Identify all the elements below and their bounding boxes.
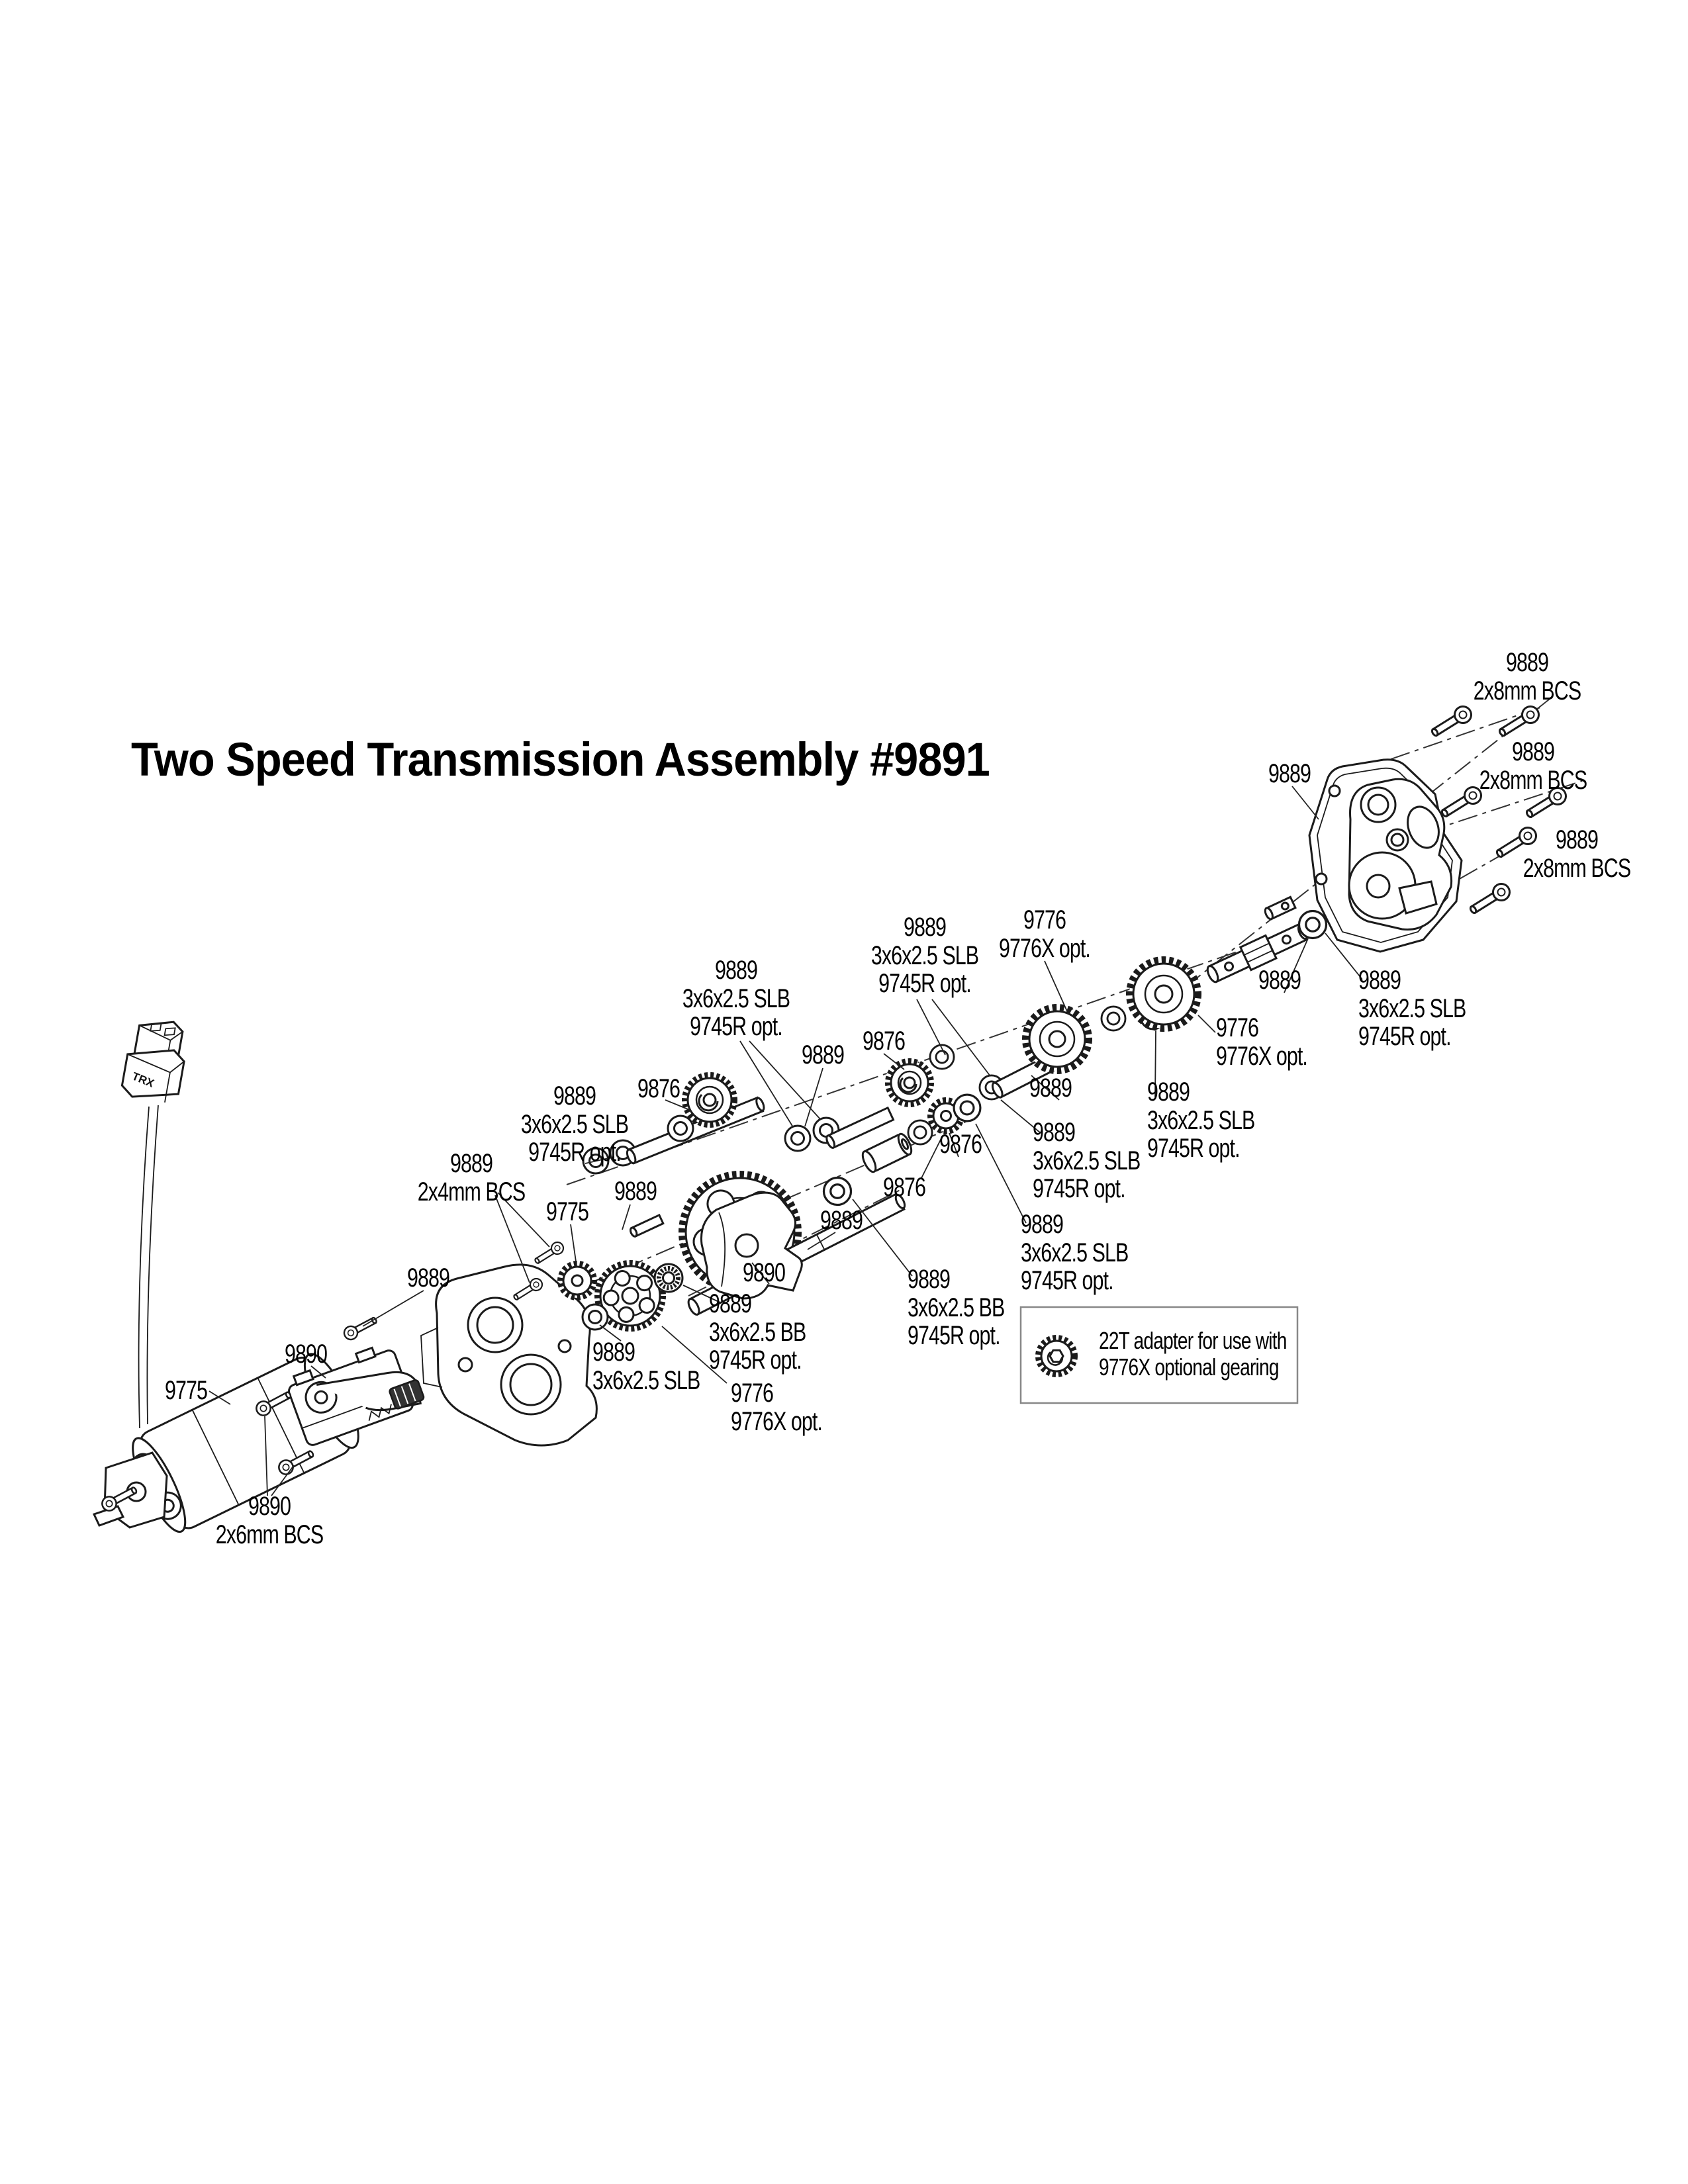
part-label-bb-left: 9889 3x6x2.5 BB 9745R opt. (709, 1289, 806, 1375)
clutch-gear-9876-b (885, 1058, 934, 1107)
motor-wire (138, 1105, 159, 1429)
leader-lines (209, 786, 1363, 1496)
part-label-gear-9776-top: 9776 9776X opt. (999, 905, 1091, 963)
part-label-screw-2x8-mid: 9889 2x8mm BCS (1479, 737, 1587, 795)
part-label-servo-9890: 9890 (285, 1340, 328, 1369)
pinion-gear-9775 (557, 1261, 597, 1300)
shift-gear-9776 (594, 1260, 666, 1332)
part-label-shaft-9889: 9889 (614, 1177, 657, 1206)
part-label-slb-upper-mid: 9889 3x6x2.5 SLB 9745R opt. (870, 913, 979, 998)
inset-22t-gear-icon (1035, 1335, 1078, 1377)
part-label-slb-low-right: 9889 3x6x2.5 SLB 9745R opt. (1021, 1210, 1129, 1295)
part-label-gear-9776-right: 9776 9776X opt. (1216, 1013, 1308, 1071)
part-label-screw-2x8-bottom: 9889 2x8mm BCS (1523, 825, 1631, 883)
part-label-shaft-9889-b: 9889 (820, 1206, 863, 1235)
bearing-icon (581, 1303, 609, 1331)
shift-hub (861, 1132, 913, 1173)
pinion-shaft (629, 1213, 665, 1238)
part-label-screw-9889: 9889 (407, 1263, 450, 1293)
part-label-screw-2x6: 9890 2x6mm BCS (215, 1492, 324, 1549)
shift-yoke-9890 (700, 1191, 803, 1300)
inset-box (1019, 1306, 1299, 1404)
part-label-gear-9876-b: 9876 (637, 1074, 680, 1103)
part-label-bearing-9889-a: 9889 (802, 1040, 845, 1069)
part-label-pinion-9775: 9775 (546, 1197, 589, 1226)
gear-40t-9776 (1126, 956, 1201, 1032)
part-label-gear-9776-bottom: 9776 9776X opt. (731, 1379, 823, 1436)
part-label-screw-2x4: 9889 2x4mm BCS (417, 1149, 526, 1206)
part-label-slb-mid-low: 9889 3x6x2.5 SLB 9745R opt. (1033, 1118, 1141, 1203)
part-label-bearing-9889-c: 9889 (1029, 1073, 1072, 1103)
servo-screw-icon (341, 1312, 380, 1343)
inset-text-line2: 9776X optional gearing (1099, 1353, 1279, 1381)
gear-36t-9776 (1022, 1004, 1092, 1074)
bearing-icon (784, 1124, 812, 1152)
small-gear-9876-c (927, 1097, 964, 1134)
bearing-icon (667, 1115, 694, 1142)
part-label-motor-9775: 9775 (165, 1376, 208, 1405)
part-label-screw-2x8-top: 9889 2x8mm BCS (1473, 648, 1581, 705)
part-label-gear-9876-c: 9876 (939, 1130, 982, 1159)
part-label-gear-9876-a: 9876 (863, 1026, 906, 1056)
part-label-slb-right: 9889 3x6x2.5 SLB 9745R opt. (1358, 966, 1466, 1051)
input-shaft-b (825, 1106, 895, 1150)
part-label-slb-upper-left: 9889 3x6x2.5 SLB 9745R opt. (682, 956, 790, 1041)
part-label-gear-9876-d: 9876 (883, 1173, 926, 1202)
shift-servo (288, 1346, 425, 1446)
bearing-icon (1100, 1005, 1127, 1032)
part-label-bb-right: 9889 3x6x2.5 BB 9745R opt. (908, 1265, 1005, 1350)
screw-2x4-icon (532, 1239, 567, 1268)
part-label-slb-mid-right: 9889 3x6x2.5 SLB 9745R opt. (1147, 1077, 1255, 1163)
case-half-right (1348, 778, 1453, 931)
bearing-icon (1297, 909, 1328, 940)
page-title: Two Speed Transmission Assembly #9891 (131, 734, 990, 786)
inset-text-line1: 22T adapter for use with (1099, 1327, 1287, 1354)
part-label-case-9889: 9889 (1268, 759, 1311, 788)
axle-collar (1264, 895, 1297, 921)
motor-connector: TRX (120, 1021, 185, 1103)
gearbox-housing-left (420, 1263, 598, 1447)
part-label-slb-left: 9889 3x6x2.5 SLB 9745R opt. (520, 1081, 629, 1167)
clutch-gear-9876-a (682, 1072, 737, 1128)
part-label-bearing-9889-b: 9889 (1258, 966, 1301, 995)
part-label-slb-two-line: 9889 3x6x2.5 SLB (592, 1338, 700, 1395)
part-label-yoke-9890: 9890 (743, 1258, 786, 1287)
